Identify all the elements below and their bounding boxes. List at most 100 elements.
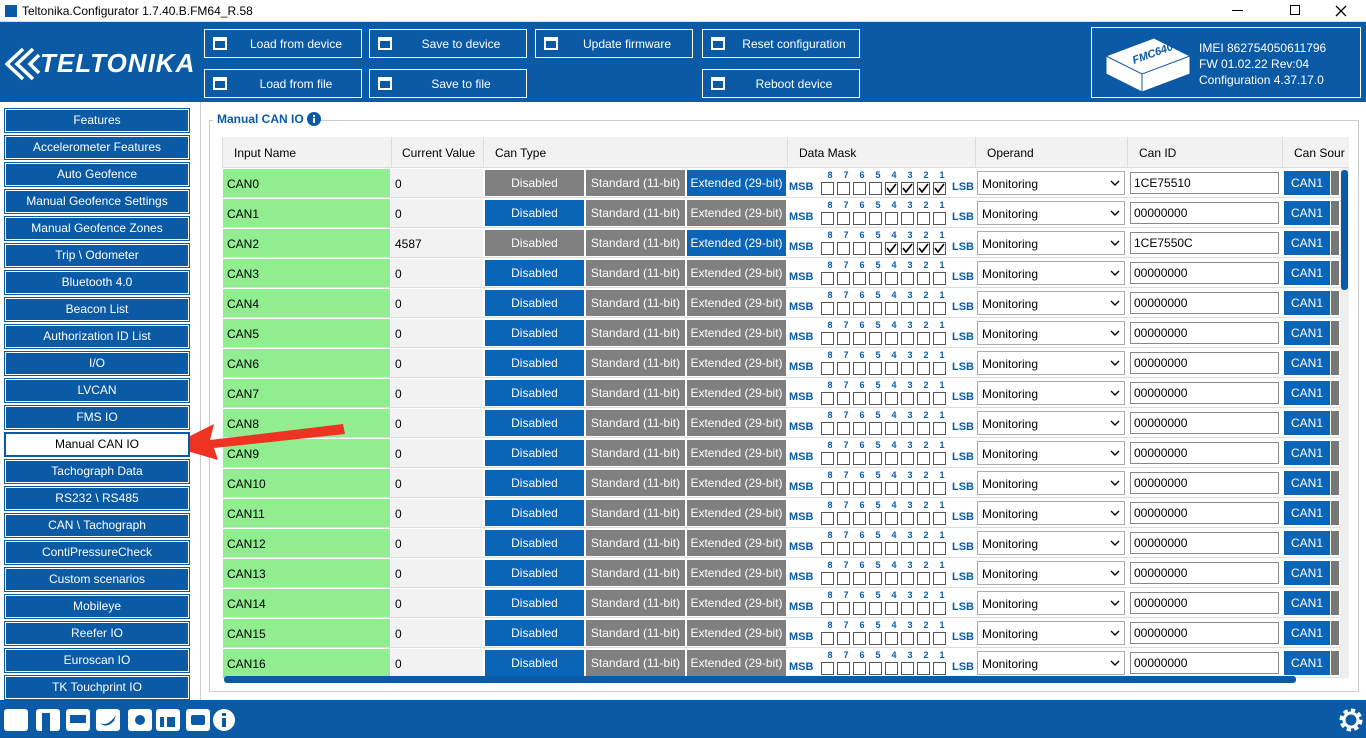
checkbox[interactable] <box>901 542 914 555</box>
operand-select[interactable]: Monitoring <box>977 411 1125 435</box>
checkbox[interactable] <box>901 602 914 615</box>
vertical-thumb[interactable] <box>1341 170 1348 290</box>
operand-select[interactable]: Monitoring <box>977 621 1125 645</box>
minimize[interactable] <box>1232 10 1243 11</box>
can-source-button[interactable]: CAN1 <box>1284 651 1330 675</box>
can-type-button[interactable]: Extended (29-bit) <box>687 200 786 226</box>
checkbox[interactable] <box>901 572 914 585</box>
checkbox[interactable] <box>869 182 882 195</box>
checkbox[interactable] <box>885 602 898 615</box>
checkbox[interactable] <box>917 332 930 345</box>
checkbox[interactable] <box>933 632 946 645</box>
checkbox[interactable] <box>933 332 946 345</box>
checkbox[interactable] <box>853 212 866 225</box>
checkbox[interactable] <box>837 272 850 285</box>
checkbox[interactable] <box>869 332 882 345</box>
can-type-button[interactable]: Standard (11-bit) <box>586 590 685 616</box>
checkbox[interactable] <box>933 362 946 375</box>
checkbox[interactable] <box>885 272 898 285</box>
checkbox[interactable] <box>901 302 914 315</box>
can-type-button[interactable]: Disabled <box>485 650 584 676</box>
checkbox[interactable] <box>821 542 834 555</box>
menu-item[interactable]: Manual Geofence Settings <box>4 189 190 214</box>
can-id-input[interactable]: 00000000 <box>1130 442 1279 464</box>
checkbox[interactable] <box>901 662 914 675</box>
can-source-button[interactable]: CAN1 <box>1284 171 1330 195</box>
operand-select[interactable]: Monitoring <box>977 351 1125 375</box>
checkbox[interactable] <box>917 512 930 525</box>
checkbox[interactable] <box>885 242 898 255</box>
checkbox[interactable] <box>837 392 850 405</box>
can-id-input[interactable]: 00000000 <box>1130 502 1279 524</box>
checkbox[interactable] <box>869 572 882 585</box>
checkbox[interactable] <box>821 272 834 285</box>
checkbox[interactable] <box>885 542 898 555</box>
checkbox[interactable] <box>885 212 898 225</box>
operand-select[interactable]: Monitoring <box>977 201 1125 225</box>
checkbox[interactable] <box>821 662 834 675</box>
can-id-input[interactable]: 00000000 <box>1130 622 1279 644</box>
menu-item[interactable]: Custom scenarios <box>4 567 190 592</box>
checkbox[interactable] <box>837 362 850 375</box>
checkbox[interactable] <box>901 212 914 225</box>
can-type-button[interactable]: Extended (29-bit) <box>687 560 786 586</box>
checkbox[interactable] <box>917 302 930 315</box>
checkbox[interactable] <box>933 272 946 285</box>
can-type-button[interactable]: Extended (29-bit) <box>687 500 786 526</box>
menu-item[interactable]: Bluetooth 4.0 <box>4 270 190 295</box>
checkbox[interactable] <box>869 482 882 495</box>
can-type-button[interactable]: Disabled <box>485 500 584 526</box>
checkbox[interactable] <box>901 182 914 195</box>
checkbox[interactable] <box>821 572 834 585</box>
checkbox[interactable] <box>853 242 866 255</box>
checkbox[interactable] <box>869 392 882 405</box>
can-source-button[interactable]: CAN1 <box>1284 441 1330 465</box>
checkbox[interactable] <box>869 452 882 465</box>
checkbox[interactable] <box>853 392 866 405</box>
checkbox[interactable] <box>869 272 882 285</box>
checkbox[interactable] <box>821 242 834 255</box>
checkbox[interactable] <box>821 512 834 525</box>
checkbox[interactable] <box>837 662 850 675</box>
operand-select[interactable]: Monitoring <box>977 531 1125 555</box>
checkbox[interactable] <box>837 422 850 435</box>
can-type-button[interactable]: Disabled <box>485 560 584 586</box>
menu-item[interactable]: Features <box>4 108 190 133</box>
checkbox[interactable] <box>837 242 850 255</box>
checkbox[interactable] <box>885 512 898 525</box>
operand-select[interactable]: Monitoring <box>977 471 1125 495</box>
can-type-button[interactable]: Extended (29-bit) <box>687 320 786 346</box>
checkbox[interactable] <box>853 422 866 435</box>
checkbox[interactable] <box>821 452 834 465</box>
menu-item[interactable]: I/O <box>4 351 190 376</box>
can-type-button[interactable]: Extended (29-bit) <box>687 440 786 466</box>
checkbox[interactable] <box>821 392 834 405</box>
checkbox[interactable] <box>869 422 882 435</box>
checkbox[interactable] <box>869 632 882 645</box>
checkbox[interactable] <box>885 632 898 645</box>
checkbox[interactable] <box>869 602 882 615</box>
toolbar-button[interactable]: Save to file <box>369 69 527 98</box>
horizontal-thumb[interactable] <box>224 676 1296 683</box>
checkbox[interactable] <box>853 362 866 375</box>
can-id-input[interactable]: 1CE75510 <box>1130 172 1279 194</box>
checkbox[interactable] <box>821 362 834 375</box>
can-type-button[interactable]: Disabled <box>485 380 584 406</box>
can-type-button[interactable]: Extended (29-bit) <box>687 590 786 616</box>
checkbox[interactable] <box>901 482 914 495</box>
can-type-button[interactable]: Disabled <box>485 620 584 646</box>
toolbar-button[interactable]: Update firmware <box>535 29 693 58</box>
checkbox[interactable] <box>853 452 866 465</box>
checkbox[interactable] <box>901 452 914 465</box>
can-type-button[interactable]: Disabled <box>485 260 584 286</box>
can-type-button[interactable]: Disabled <box>485 410 584 436</box>
menu-item[interactable]: Beacon List <box>4 297 190 322</box>
checkbox[interactable] <box>853 602 866 615</box>
checkbox[interactable] <box>917 392 930 405</box>
checkbox[interactable] <box>837 542 850 555</box>
checkbox[interactable] <box>869 302 882 315</box>
can-id-input[interactable]: 00000000 <box>1130 472 1279 494</box>
can-id-input[interactable]: 00000000 <box>1130 382 1279 404</box>
can-type-button[interactable]: Standard (11-bit) <box>586 170 685 196</box>
can-type-button[interactable]: Extended (29-bit) <box>687 470 786 496</box>
